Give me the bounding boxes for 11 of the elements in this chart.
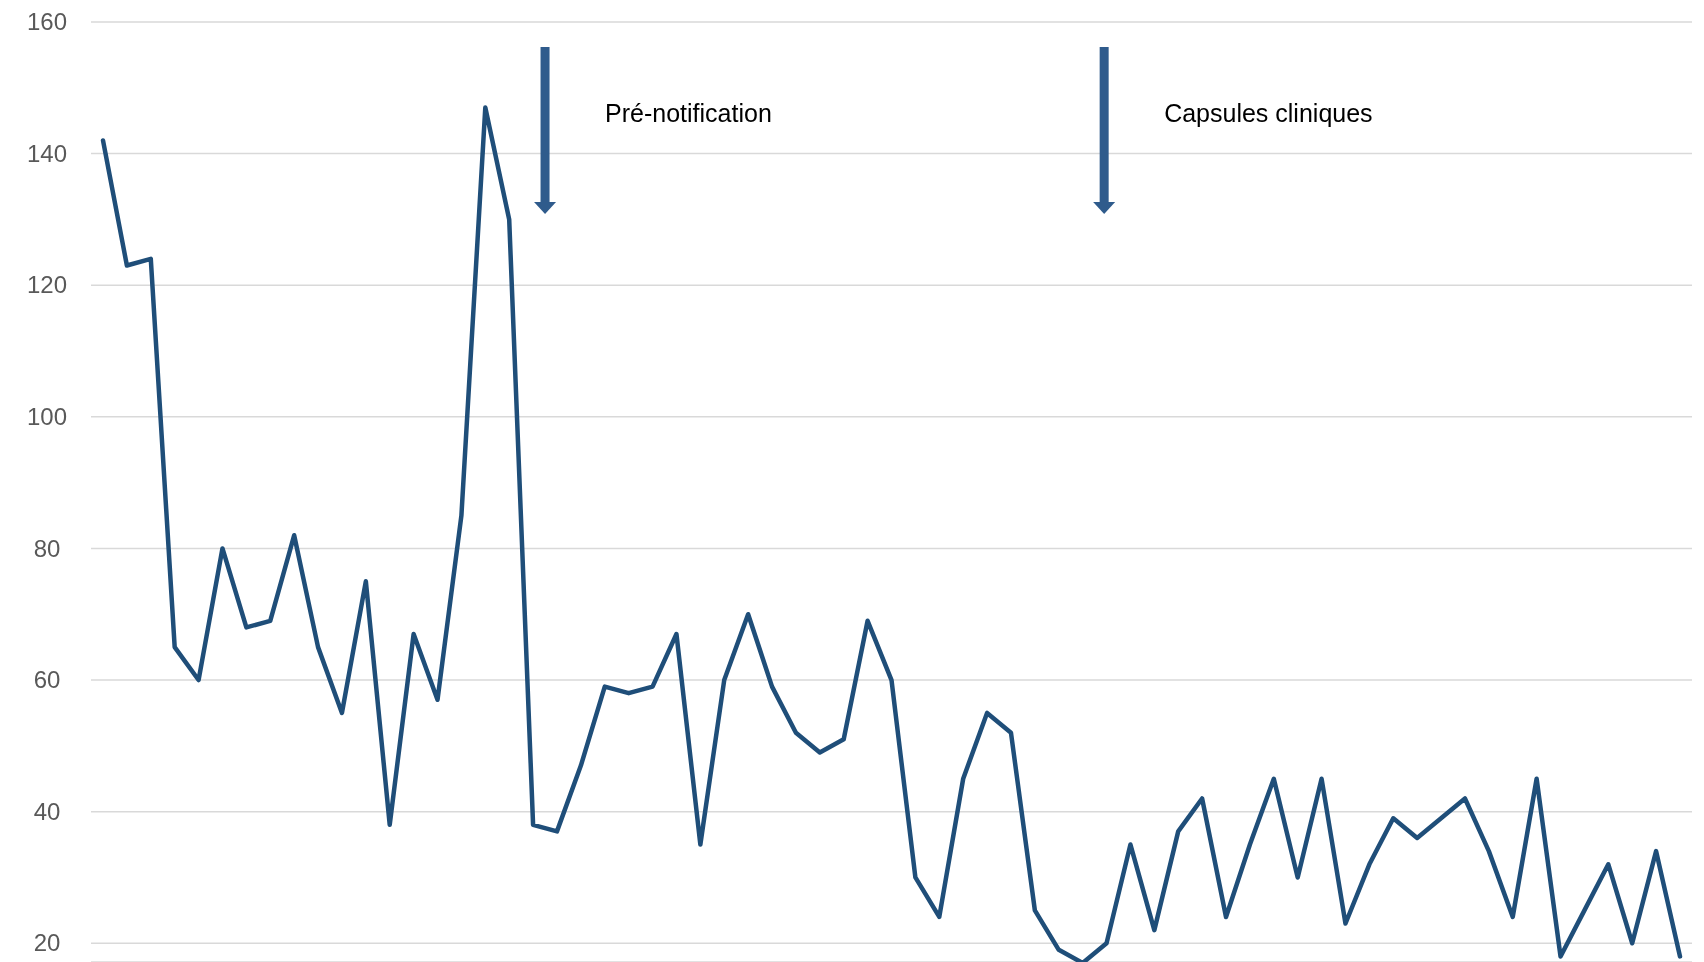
line-series — [100, 105, 1683, 962]
y-tick-label: 120 — [26, 271, 68, 299]
y-tick-label: 100 — [26, 403, 68, 431]
y-tick-label: 140 — [26, 139, 68, 167]
annotation: Pré-notification — [605, 99, 772, 127]
annotation: Capsules cliniques — [1164, 99, 1373, 127]
y-tick-label: 20 — [33, 929, 61, 957]
y-tick-label: 160 — [26, 8, 68, 36]
y-tick-label: 60 — [33, 666, 61, 694]
y-tick-label: 40 — [33, 797, 61, 825]
y-tick-label: 80 — [33, 534, 61, 562]
